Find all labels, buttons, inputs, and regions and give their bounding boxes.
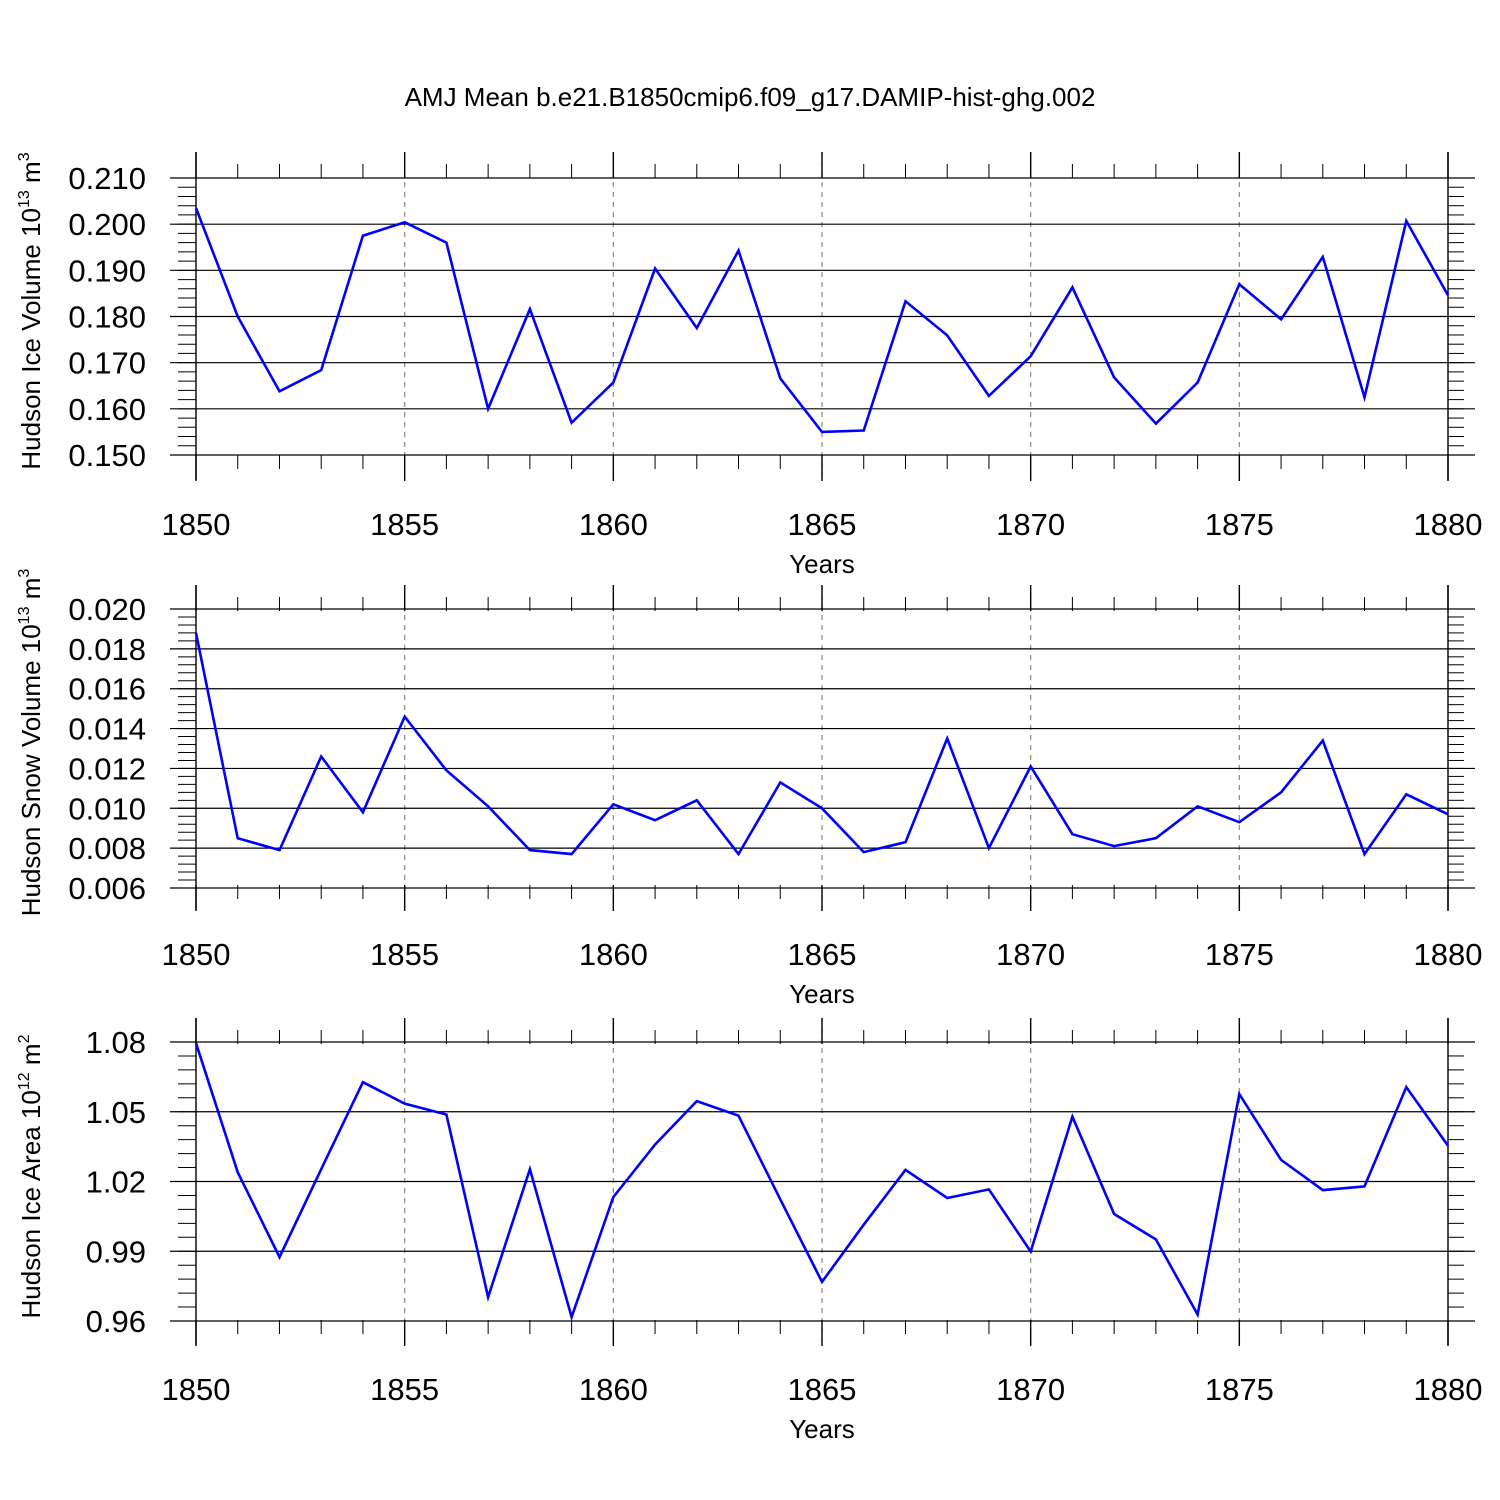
- ice-area-series-line: [194, 1042, 1450, 1322]
- ice-volume-y-tick-label: 0.190: [68, 253, 146, 288]
- ice-area-y-tick-label: 1.08: [86, 1025, 146, 1060]
- ice-area-y-axis-title-sup: 12: [16, 1072, 33, 1090]
- ice-area-x-tick-label: 1880: [1414, 1372, 1483, 1407]
- snow-volume-y-tick-label: 0.020: [68, 592, 146, 627]
- panels: 0.150 0.160 0.170 0.180 0.190 0.200 0.210 1850 1…: [16, 152, 1482, 1444]
- snow-volume-y-axis-title-part: m: [16, 578, 46, 607]
- ice-volume-y-axis-title-sup: 3: [16, 152, 33, 161]
- ice-volume-y-tick-label: 0.170: [68, 346, 146, 381]
- ice-area-x-tick-label: 1870: [996, 1372, 1065, 1407]
- ice-volume-y-axis-title: Hudson Ice Volume 1013 m3: [16, 152, 46, 469]
- snow-volume-x-tick-label: 1865: [788, 937, 857, 972]
- ice-volume-x-tick-label: 1860: [579, 507, 648, 542]
- ice-area-y-axis-title-part: m: [16, 1043, 46, 1072]
- ice-volume-x-tick-label: 1880: [1414, 507, 1483, 542]
- ice-area-y-tick-label: 0.96: [86, 1304, 146, 1339]
- snow-volume-y-tick-label: 0.014: [68, 712, 146, 747]
- ice-volume-y-tick-label: 0.180: [68, 300, 146, 335]
- snow-volume-y-axis-title-sup: 13: [16, 606, 33, 624]
- ice-volume-y-axis-title-sup: 13: [16, 190, 33, 208]
- ice-area-panel: 0.96 0.99 1.02 1.05 1.08 1850 1855 1860 1865 1870…: [16, 1018, 1482, 1444]
- ice-area-y-axis-title-part: Hudson Ice Area 10: [16, 1090, 46, 1318]
- ice-area-y-axis-title-sup: 2: [16, 1034, 33, 1043]
- ice-area-x-tick-label: 1865: [788, 1372, 857, 1407]
- snow-volume-y-axis-title: Hudson Snow Volume 1013 m3: [16, 569, 46, 917]
- snow-volume-y-tick-label: 0.012: [68, 751, 146, 786]
- snow-volume-x-tick-label: 1855: [370, 937, 439, 972]
- ice-area-y-tick-label: 1.05: [86, 1095, 146, 1130]
- snow-volume-x-tick-label: 1850: [162, 937, 231, 972]
- ice-volume-x-tick-label: 1870: [996, 507, 1065, 542]
- snow-volume-x-tick-label: 1875: [1205, 937, 1274, 972]
- snow-volume-y-tick-label: 0.006: [68, 871, 146, 906]
- ice-area-x-axis-title: Years: [789, 1414, 855, 1444]
- ice-area-y-axis-title: Hudson Ice Area 1012 m2: [16, 1034, 46, 1318]
- ice-volume-y-axis-title-part: m: [16, 161, 46, 190]
- snow-volume-y-tick-label: 0.008: [68, 831, 146, 866]
- snow-volume-x-tick-label: 1870: [996, 937, 1065, 972]
- snow-volume-y-tick-label: 0.018: [68, 632, 146, 667]
- ice-volume-panel: 0.150 0.160 0.170 0.180 0.190 0.200 0.210 1850 1…: [16, 152, 1482, 579]
- ice-volume-x-tick-label: 1855: [370, 507, 439, 542]
- snow-volume-y-tick-label: 0.016: [68, 672, 146, 707]
- ice-volume-y-tick-label: 0.210: [68, 161, 146, 196]
- ice-volume-x-tick-label: 1850: [162, 507, 231, 542]
- ice-area-y-tick-label: 1.02: [86, 1165, 146, 1200]
- ice-volume-x-tick-label: 1875: [1205, 507, 1274, 542]
- snow-volume-y-tick-label: 0.010: [68, 791, 146, 826]
- ice-volume-series-line: [194, 207, 1450, 434]
- snow-volume-x-tick-label: 1880: [1414, 937, 1483, 972]
- snow-volume-x-axis-title: Years: [789, 979, 855, 1009]
- snow-volume-series-line: [194, 632, 1449, 857]
- snow-volume-y-axis-title-sup: 3: [16, 569, 33, 578]
- ice-volume-y-tick-label: 0.150: [68, 438, 146, 473]
- ice-area-x-tick-label: 1855: [370, 1372, 439, 1407]
- snow-volume-x-tick-label: 1860: [579, 937, 648, 972]
- chart-title: AMJ Mean b.e21.B1850cmip6.f09_g17.DAMIP-…: [405, 82, 1096, 112]
- ice-volume-x-tick-label: 1865: [788, 507, 857, 542]
- ice-volume-x-axis-title: Years: [789, 549, 855, 579]
- ice-area-x-tick-label: 1860: [579, 1372, 648, 1407]
- ice-area-x-tick-label: 1875: [1205, 1372, 1274, 1407]
- ice-volume-y-tick-label: 0.160: [68, 392, 146, 427]
- ice-area-y-tick-label: 0.99: [86, 1234, 146, 1269]
- ice-area-x-tick-label: 1850: [162, 1372, 231, 1407]
- ice-volume-y-tick-label: 0.200: [68, 207, 146, 242]
- snow-volume-panel: 0.006 0.008 0.010 0.012 0.014 0.016 0.018 0.020…: [16, 569, 1482, 1009]
- snow-volume-y-axis-title-part: Hudson Snow Volume 10: [16, 624, 46, 916]
- ice-volume-y-axis-title-part: Hudson Ice Volume 10: [16, 208, 46, 470]
